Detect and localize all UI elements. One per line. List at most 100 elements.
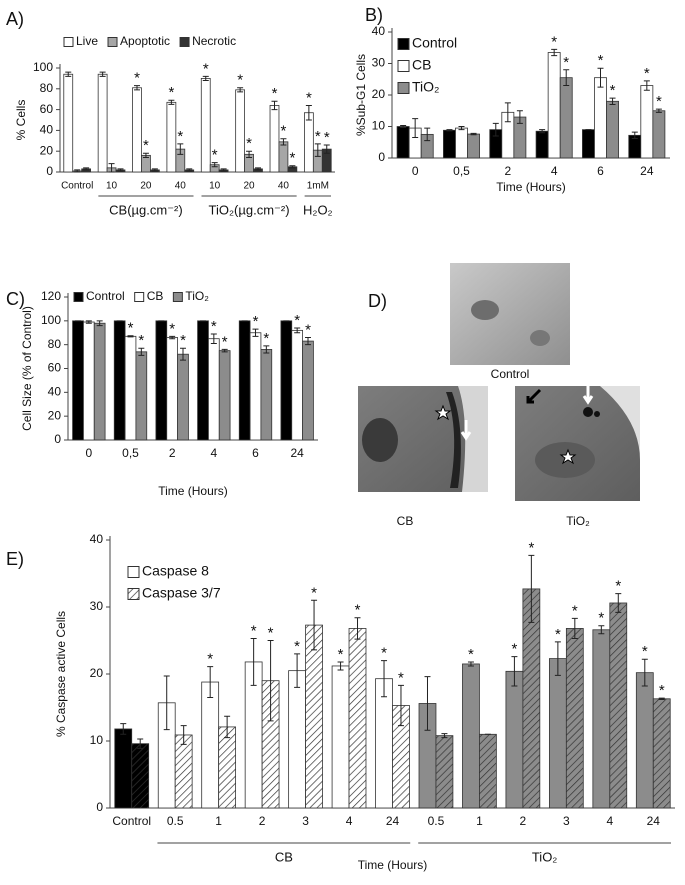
x-tick-label: 24 bbox=[640, 164, 654, 178]
error-bar bbox=[337, 661, 344, 671]
bar bbox=[177, 353, 189, 441]
tem-image-control bbox=[450, 263, 570, 365]
x-tick-label: 2 bbox=[504, 164, 511, 178]
bar bbox=[331, 665, 350, 809]
bar bbox=[93, 322, 106, 441]
legend-label: Control bbox=[412, 35, 457, 51]
y-tick-label: 0 bbox=[378, 150, 385, 164]
significance: * bbox=[272, 85, 278, 102]
x-tick-label: 0 bbox=[85, 446, 92, 460]
significance: * bbox=[237, 72, 243, 89]
x-tick-label: 2 bbox=[520, 814, 527, 828]
caption: Control bbox=[491, 367, 530, 381]
significance: * bbox=[289, 150, 295, 167]
y-tick-label: 60 bbox=[40, 102, 54, 116]
legend-swatch bbox=[107, 37, 118, 47]
error-bar bbox=[250, 637, 257, 686]
error-bar bbox=[554, 641, 561, 676]
bar bbox=[547, 52, 561, 159]
y-axis-label: Cell Size (% of Control) bbox=[20, 306, 34, 431]
error-bar bbox=[551, 48, 558, 57]
significance: * bbox=[180, 332, 186, 349]
legend-swatch bbox=[127, 566, 140, 578]
star-marker bbox=[434, 404, 452, 421]
bar bbox=[97, 73, 108, 173]
error-bar bbox=[117, 168, 124, 172]
significance: * bbox=[143, 137, 149, 154]
error-bar bbox=[211, 162, 218, 168]
y-tick-label: 0 bbox=[54, 432, 61, 446]
group-label: TiO₂ bbox=[532, 849, 558, 864]
error-bar bbox=[134, 85, 140, 91]
error-bar bbox=[246, 150, 253, 158]
y-axis-label: % Caspase active Cells bbox=[54, 611, 68, 737]
error-bar bbox=[186, 168, 193, 172]
x-tick-label: 24 bbox=[647, 814, 661, 828]
significance: * bbox=[134, 70, 140, 87]
bar bbox=[467, 133, 480, 159]
y-tick-label: 10 bbox=[372, 119, 386, 133]
significance: * bbox=[177, 128, 183, 145]
error-bar bbox=[311, 599, 318, 651]
y-tick-label: 20 bbox=[40, 143, 54, 157]
legend-swatch bbox=[172, 292, 183, 302]
y-tick-label: 80 bbox=[40, 81, 54, 95]
bar bbox=[249, 332, 262, 441]
legend-hatch bbox=[128, 588, 139, 600]
error-bar bbox=[511, 656, 518, 687]
bar-hatch bbox=[218, 726, 236, 808]
panel-d: D) Control CB TiO₂ bbox=[358, 263, 640, 528]
x-tick-label: 24 bbox=[386, 814, 400, 828]
bar-hatch bbox=[609, 602, 627, 808]
x-tick-label: 3 bbox=[563, 814, 570, 828]
panel-label: B) bbox=[365, 5, 383, 25]
significance: * bbox=[338, 646, 344, 663]
error-bar bbox=[280, 138, 287, 146]
error-bar bbox=[255, 167, 261, 171]
error-bar bbox=[397, 684, 404, 727]
bar-hatch bbox=[175, 734, 193, 808]
significance: * bbox=[263, 330, 269, 347]
error-bar bbox=[65, 71, 72, 77]
significance: * bbox=[511, 641, 517, 658]
x-tick-label: 24 bbox=[290, 446, 304, 460]
error-bar bbox=[99, 71, 106, 77]
bar bbox=[505, 670, 524, 809]
bar bbox=[238, 320, 251, 441]
error-bar bbox=[180, 347, 186, 361]
x-tick-label: 6 bbox=[252, 446, 259, 460]
error-bar bbox=[271, 100, 278, 111]
error-bar bbox=[641, 658, 648, 687]
bar bbox=[166, 101, 177, 173]
significance: * bbox=[168, 84, 174, 101]
significance: * bbox=[551, 33, 557, 50]
significance: * bbox=[294, 638, 300, 655]
bar bbox=[291, 329, 303, 441]
y-tick-label: 60 bbox=[48, 361, 62, 375]
bar bbox=[124, 335, 137, 441]
legend-swatch bbox=[73, 292, 84, 302]
y-tick-label: 20 bbox=[372, 87, 386, 101]
error-bar bbox=[492, 122, 499, 137]
x-tick-label: 2 bbox=[169, 446, 176, 460]
x-tick-label: 1mM bbox=[307, 181, 329, 192]
error-bar bbox=[180, 725, 187, 745]
x-tick-label: 10 bbox=[106, 181, 118, 192]
bar-hatch bbox=[566, 628, 584, 808]
y-tick-label: 100 bbox=[33, 60, 53, 74]
bar bbox=[582, 129, 595, 159]
legend-swatch bbox=[179, 37, 190, 47]
bar bbox=[443, 129, 456, 159]
bar-hatch bbox=[349, 628, 366, 808]
y-tick-label: 30 bbox=[90, 599, 104, 613]
bar bbox=[269, 105, 280, 173]
panel-label: D) bbox=[368, 291, 387, 311]
significance: * bbox=[169, 320, 175, 337]
error-bar bbox=[163, 675, 170, 731]
significance: * bbox=[251, 622, 257, 639]
error-bar bbox=[169, 335, 176, 340]
x-tick-label: 0 bbox=[412, 164, 419, 178]
panel-label: C) bbox=[6, 289, 25, 309]
error-bar bbox=[202, 75, 209, 81]
legend-swatch bbox=[63, 37, 74, 47]
